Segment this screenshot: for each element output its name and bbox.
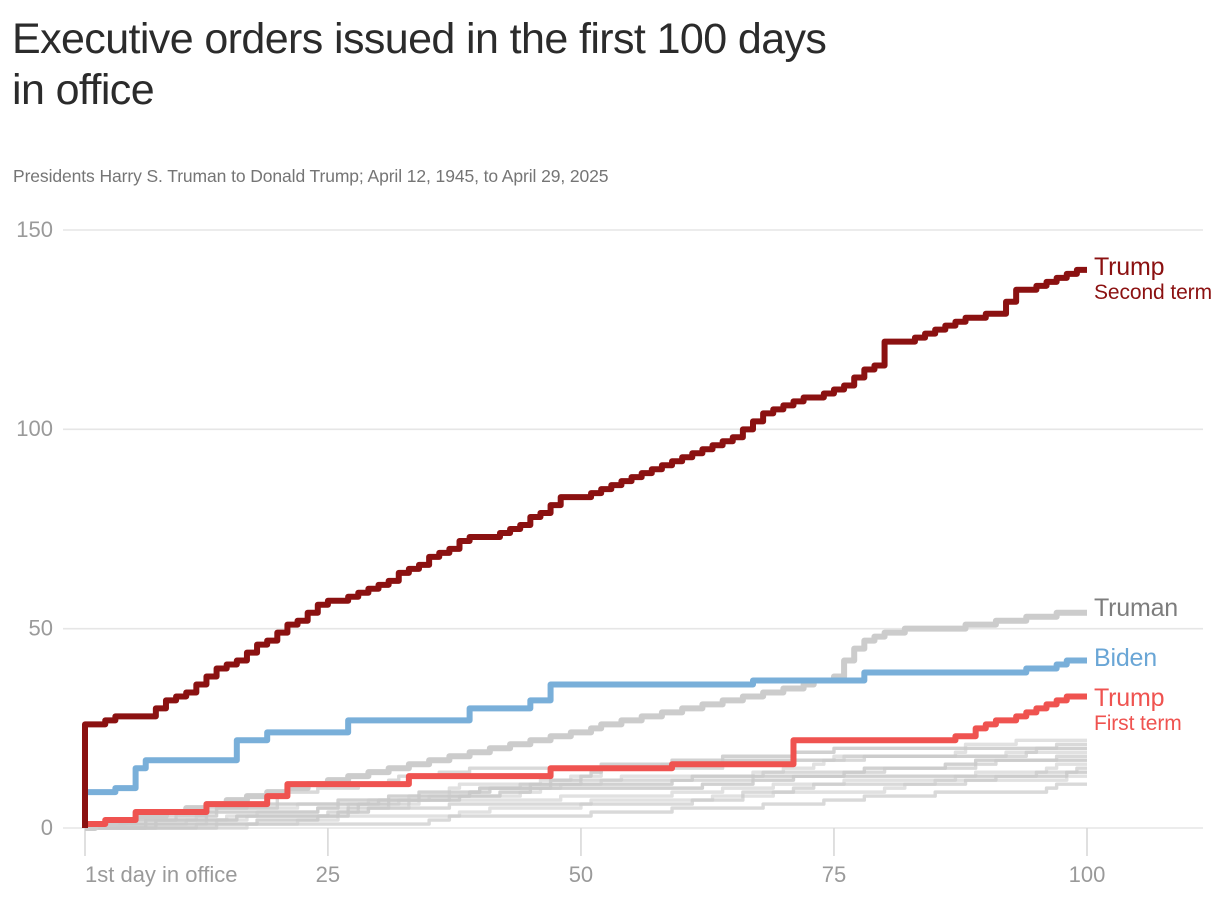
y-axis-ticks-group: 0 50 100 150: [16, 217, 53, 840]
series-label-trump-first-term: Trump First term: [1094, 684, 1182, 736]
y-axis-tick-label: 150: [16, 217, 53, 242]
series-line-trump-first-term: [82, 693, 1087, 828]
series-line-truman: [85, 609, 1087, 831]
series-line-biden: [82, 657, 1087, 828]
y-axis-tick-label: 50: [29, 615, 53, 640]
gridlines-group: [63, 229, 1203, 829]
x-axis-ticks-group: 1st day in office 25 50 75 100: [84, 828, 1106, 887]
series-label-truman-name: Truman: [1094, 594, 1179, 622]
y-axis-tick-label: 0: [41, 815, 53, 840]
series-line-trump-second-term: [82, 266, 1087, 828]
x-axis-tick-label: 75: [822, 862, 846, 887]
x-axis-tick-label: 1st day in office: [85, 862, 237, 887]
page-title: Executive orders issued in the first 100…: [12, 15, 827, 114]
series-label-trump-first-term-name: Trump: [1094, 684, 1165, 712]
series-line-other-president: [85, 782, 1087, 830]
series-line-other-president: [85, 770, 1087, 830]
chart-subtitle: Presidents Harry S. Truman to Donald Tru…: [13, 166, 609, 186]
other-presidents-lines-group: [85, 738, 1087, 830]
series-line-other-president: [85, 746, 1087, 830]
series-label-trump-first-term-sub: First term: [1094, 712, 1182, 735]
x-axis-tick-label: 25: [316, 862, 340, 887]
series-label-trump-second-term-name: Trump: [1094, 253, 1165, 281]
series-label-truman: Truman: [1094, 594, 1178, 622]
series-label-trump-second-term: Trump Second term: [1094, 253, 1212, 305]
chart-plot-area: 0 50 100 150 1st day in office 25 50 75 100: [0, 200, 1220, 898]
line-chart-svg: 0 50 100 150 1st day in office 25 50 75 100: [16, 217, 1203, 887]
x-axis-tick-label: 100: [1069, 862, 1106, 887]
series-label-trump-second-term-sub: Second term: [1094, 281, 1212, 304]
x-axis-tick-label: 50: [569, 862, 593, 887]
series-label-biden: Biden: [1094, 644, 1157, 672]
series-line-other-president: [85, 758, 1087, 830]
y-axis-tick-label: 100: [16, 416, 53, 441]
series-label-biden-name: Biden: [1094, 644, 1157, 672]
